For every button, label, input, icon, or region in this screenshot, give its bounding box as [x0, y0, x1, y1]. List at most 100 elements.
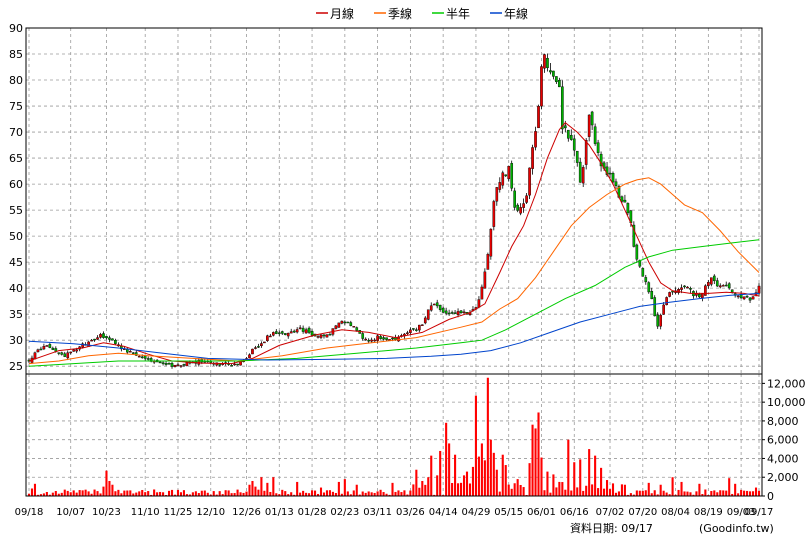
volume-bar — [284, 491, 287, 496]
candle-body — [140, 356, 144, 359]
volume-bar — [427, 477, 430, 496]
candle-body — [304, 329, 308, 334]
volume-bar — [507, 484, 510, 496]
volume-bar — [290, 492, 293, 496]
volume-bar — [543, 490, 546, 496]
candle-body — [566, 129, 570, 139]
volume-bar — [564, 489, 567, 496]
volume-bar — [60, 492, 63, 496]
volume-bar — [167, 490, 171, 496]
volume-bar — [385, 493, 388, 496]
candle-body — [426, 309, 430, 320]
candle-body — [748, 297, 752, 301]
candle-body — [57, 352, 61, 354]
candle-body — [689, 288, 692, 290]
volume-bar — [617, 491, 621, 496]
candle-body — [382, 337, 385, 340]
volume-bar — [659, 484, 662, 496]
candle-body — [286, 332, 290, 337]
candle-body — [423, 317, 427, 324]
candle-body — [495, 187, 499, 202]
volume-bar — [626, 494, 629, 496]
candle-body — [63, 353, 67, 357]
volume-bar — [233, 493, 236, 496]
volume-bar — [388, 494, 391, 496]
candle-body — [379, 336, 382, 339]
volume-axis: 12,000 10,000 8,000 6,000 4,000 2,000 0 — [762, 377, 806, 503]
volume-bar — [462, 475, 466, 496]
volume-bar — [722, 490, 725, 496]
candle-body — [611, 173, 615, 183]
candle-body — [620, 196, 624, 202]
volume-bar — [713, 490, 716, 496]
candle-body — [233, 363, 236, 366]
volume-bar — [418, 487, 421, 496]
volume-bar — [370, 492, 373, 496]
candle-body — [575, 150, 579, 163]
volume-bar — [451, 483, 454, 496]
volume-bar — [153, 489, 156, 496]
volume-bar — [671, 477, 674, 496]
volume-tick-label: 8,000 — [767, 415, 799, 428]
candle-body — [608, 172, 612, 175]
volume-bar — [123, 490, 126, 496]
candle-body — [415, 329, 418, 331]
volume-bar — [743, 490, 746, 496]
candle-body — [125, 349, 129, 353]
volume-bar — [424, 484, 427, 496]
candle-body — [173, 365, 177, 368]
volume-bar — [552, 474, 555, 496]
volume-bar — [54, 491, 57, 496]
candle-body — [549, 70, 552, 73]
date-tick-label: 05/15 — [494, 507, 523, 518]
volume-bar — [215, 494, 218, 496]
volume-bar — [126, 490, 129, 496]
price-tick-label: 40 — [9, 282, 23, 295]
data-date-caption: 資料日期: 09/17 — [570, 521, 653, 535]
candle-body — [215, 362, 219, 366]
legend-label-half: 半年 — [446, 7, 470, 21]
candle-body — [114, 340, 117, 344]
candle-body — [718, 285, 722, 288]
volume-bar — [638, 490, 641, 496]
volume-bar — [594, 455, 597, 496]
price-tick-label: 45 — [9, 256, 23, 269]
candle-body — [552, 70, 555, 77]
volume-bar — [716, 492, 719, 496]
volume-bar — [668, 494, 671, 496]
candle-body — [316, 336, 320, 338]
volume-bar — [629, 493, 632, 496]
candle-body — [257, 346, 260, 348]
candle-body — [519, 207, 522, 214]
volume-bar — [468, 483, 472, 496]
candle-body — [462, 311, 466, 314]
volume-bar — [525, 494, 528, 496]
volume-bar — [33, 483, 37, 496]
volume-bar — [555, 487, 558, 496]
candle-body — [686, 286, 689, 289]
candle-body — [334, 325, 338, 329]
candle-body — [721, 285, 725, 287]
candle-body — [337, 322, 341, 328]
candle-body — [409, 329, 412, 333]
ma-line-month — [28, 122, 760, 365]
volume-plot-frame — [25, 373, 763, 497]
candle-body — [164, 363, 168, 365]
price-tick-label: 50 — [9, 230, 23, 243]
volume-bar — [57, 493, 60, 496]
volume-bar — [623, 484, 626, 496]
volume-bar — [746, 490, 749, 496]
candle-body — [137, 355, 141, 358]
candle-body — [263, 341, 266, 344]
volume-bar — [325, 490, 329, 496]
candle-body — [131, 352, 135, 354]
candle-body — [507, 165, 511, 180]
candle-body — [274, 331, 278, 334]
candle-body — [635, 244, 639, 260]
candle-body — [254, 347, 257, 349]
volume-bar — [27, 493, 31, 496]
candle-body — [298, 327, 302, 329]
volume-tick-label: 2,000 — [767, 471, 799, 484]
volume-bar — [537, 412, 540, 496]
volume-bar — [105, 470, 108, 496]
